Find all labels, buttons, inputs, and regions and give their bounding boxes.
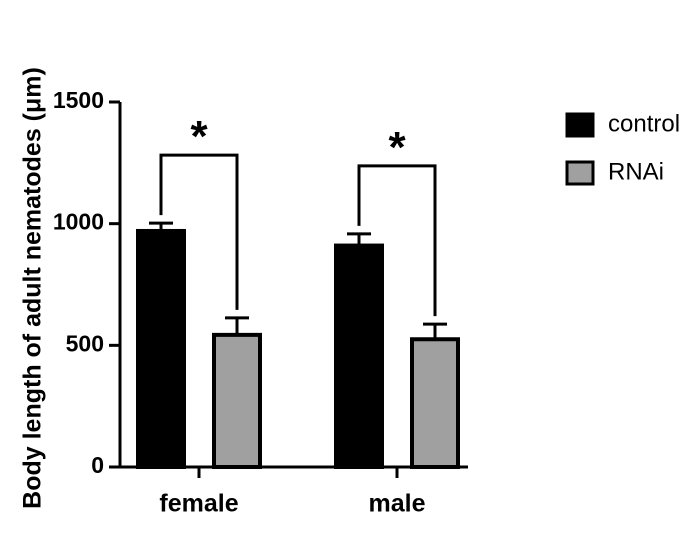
- y-axis-label: Body length of adult nematodes (μm): [19, 67, 47, 509]
- legend-label-control: control: [608, 110, 680, 137]
- y-tick-label: 1000: [53, 209, 104, 235]
- y-tick-label: 1500: [53, 87, 104, 113]
- plot-area: 0 500 1000 1500 female male * *: [53, 87, 468, 518]
- y-tick-label: 0: [91, 452, 104, 478]
- x-tick-label: male: [369, 490, 426, 518]
- significance-marker: *: [190, 112, 208, 161]
- legend-swatch-rnai: [565, 160, 595, 186]
- bar-control-female: [136, 228, 186, 469]
- significance-bracket: [357, 164, 437, 317]
- bar-rnai-male: [410, 337, 460, 469]
- x-tick-label: female: [159, 490, 238, 518]
- y-tick-label: 500: [66, 330, 104, 356]
- bar-control-male: [334, 243, 384, 469]
- legend-label-rnai: RNAi: [608, 158, 664, 185]
- bar-rnai-female: [212, 332, 262, 469]
- legend-swatch-control: [565, 112, 595, 138]
- legend: control RNAi: [565, 110, 680, 186]
- significance-marker: *: [388, 123, 406, 172]
- significance-bracket: [159, 153, 239, 310]
